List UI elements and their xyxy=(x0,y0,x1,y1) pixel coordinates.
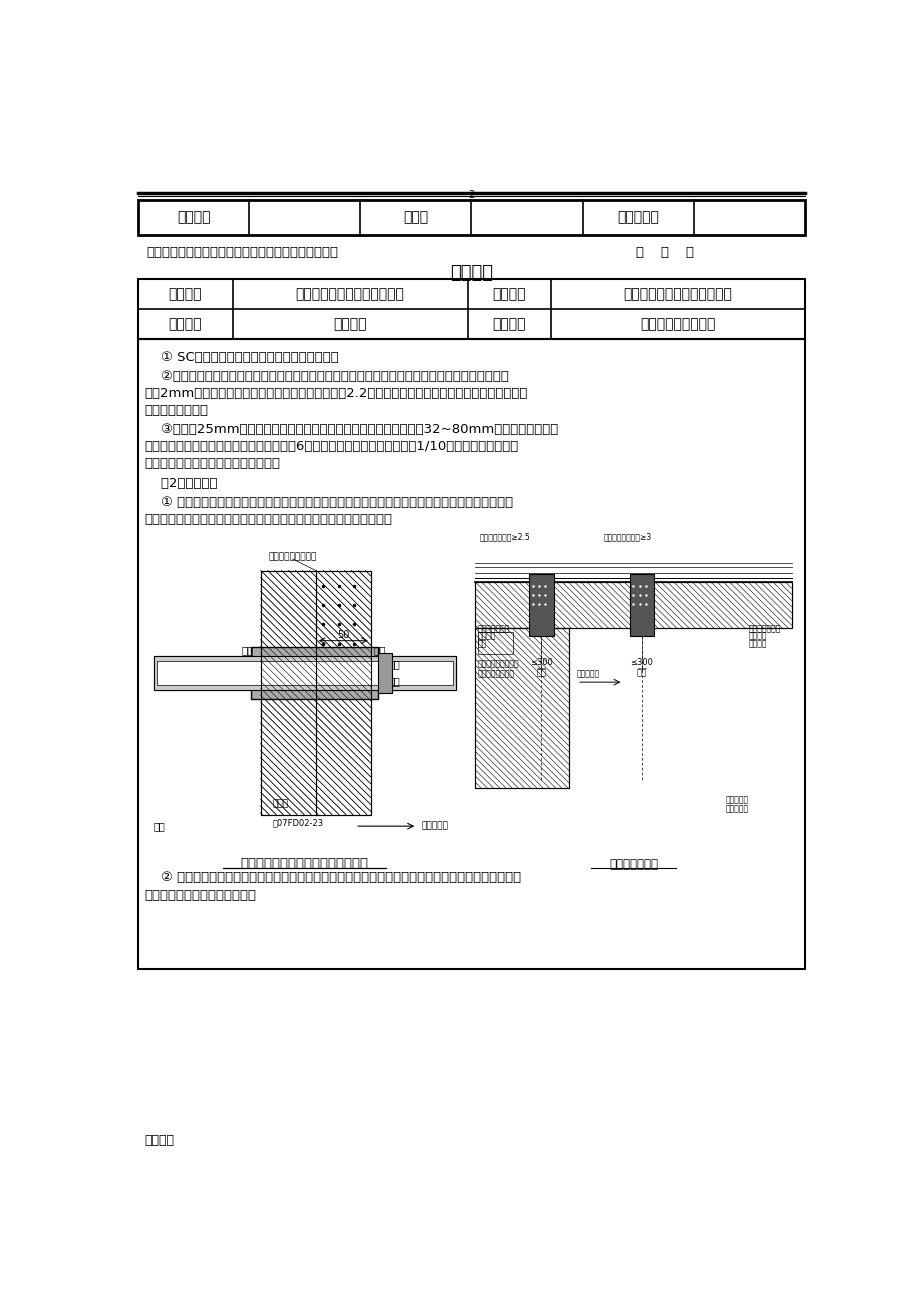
Text: 尽量割成圆形。具体做法如下：: 尽量割成圆形。具体做法如下： xyxy=(144,888,256,901)
Text: 盖板: 盖板 xyxy=(477,639,486,648)
Text: 技术交底: 技术交底 xyxy=(449,264,493,283)
Text: 外侧: 外侧 xyxy=(643,589,652,598)
Text: 专业资料: 专业资料 xyxy=(144,1134,175,1147)
Text: 50: 50 xyxy=(336,630,349,639)
Text: 地下车库: 地下车库 xyxy=(333,316,367,331)
Text: 密闭填料: 密闭填料 xyxy=(748,631,766,641)
Text: 裳阳市人民医院整体建设项目: 裳阳市人民医院整体建设项目 xyxy=(295,288,404,301)
Text: ② 密闭套管要求：间距均匀，满足图集规范要求。焊接要满焊，焊缝要美观。气割时要求切割均匀，: ② 密闭套管要求：间距均匀，满足图集规范要求。焊接要满焊，焊缝要美观。气割时要求… xyxy=(144,871,521,884)
Text: 防护密闭接线盒: 防护密闭接线盒 xyxy=(477,624,509,633)
Text: 锌护口锁母焊接，过线盒用钢筋跨接。: 锌护口锁母焊接，过线盒用钢筋跨接。 xyxy=(144,457,280,470)
Bar xyxy=(477,631,512,654)
Text: 防护密闭接线盒: 防护密闭接线盒 xyxy=(748,624,780,633)
Text: 预留热镀锌钢管平时不穿线封堵做法: 预留热镀锌钢管平时不穿线封堵做法 xyxy=(241,857,369,870)
Text: ① SC管要求灌漆，保证漆层均匀，防锈到位。: ① SC管要求灌漆，保证漆层均匀，防锈到位。 xyxy=(144,352,339,365)
Text: 大于2mm的钢管，套管连接（套管长度为连接管径的2.2倍）连接管口的对口处应在套管的中心，焊口: 大于2mm的钢管，套管连接（套管长度为连接管径的2.2倍）连接管口的对口处应在套… xyxy=(144,387,528,400)
Bar xyxy=(629,574,653,635)
Text: 临空墙、防护密闭墙: 临空墙、防护密闭墙 xyxy=(268,552,316,561)
Text: 密闭填料: 密闭填料 xyxy=(477,631,495,641)
Text: 中国建筑第七工程局有限公司: 中国建筑第七工程局有限公司 xyxy=(622,288,732,301)
Text: 内侧: 内侧 xyxy=(242,644,255,655)
Text: 套管穿管敷设，弱电改为暗管加密闭盒的方式，并进行防护密闭处理。: 套管穿管敷设，弱电改为暗管加密闭盒的方式，并进行防护密闭处理。 xyxy=(144,513,392,526)
Bar xyxy=(251,647,378,699)
Bar xyxy=(156,661,452,685)
Text: 防护密闭套管厚≥2.5: 防护密闭套管厚≥2.5 xyxy=(479,533,529,542)
Text: 防护密闭做法二: 防护密闭做法二 xyxy=(608,858,657,871)
Bar xyxy=(153,656,456,690)
Bar xyxy=(528,574,553,635)
Text: 外墙、临空墙、防护
密闭墙、密闭隔墙: 外墙、临空墙、防护 密闭墙、密闭隔墙 xyxy=(477,659,518,678)
Bar xyxy=(475,582,790,629)
Text: 工程名称: 工程名称 xyxy=(168,288,202,301)
Text: 冲击波方向: 冲击波方向 xyxy=(421,822,448,831)
Text: 管壁: 管壁 xyxy=(388,659,400,669)
Bar xyxy=(260,570,370,815)
Text: 接受交底人: 接受交底人 xyxy=(617,211,658,224)
Text: 交底人: 交底人 xyxy=(403,211,428,224)
Text: 普通边墙钢筋厚度≥3: 普通边墙钢筋厚度≥3 xyxy=(603,533,651,542)
Bar xyxy=(260,570,370,815)
Text: ≤300: ≤300 xyxy=(529,658,552,667)
Text: ③管径在25mm及以下的钢管可使用手动弯管器现场弯制，对管径在32~80mm的钢管使用液压弯: ③管径在25mm及以下的钢管可使用手动弯管器现场弯制，对管径在32~80mm的钢… xyxy=(144,423,558,436)
Text: 焊接: 焊接 xyxy=(153,820,165,831)
Text: 工序名称: 工序名称 xyxy=(492,316,526,331)
Bar xyxy=(138,201,804,234)
Text: 注：本记录一式两份，一份交接受交底人，一份存档。: 注：本记录一式两份，一份交接受交底人，一份存档。 xyxy=(146,246,337,259)
Text: 见07FD02-23: 见07FD02-23 xyxy=(272,819,323,828)
Bar xyxy=(475,582,790,629)
Text: 总工程师: 总工程师 xyxy=(176,211,210,224)
Bar xyxy=(475,629,569,788)
Text: ②切管时管子切断常用钢锯、无齿锯、砂轮锯等，将需要切断的管子长度量准确，焊接连接：壁厚: ②切管时管子切断常用钢锯、无齿锯、砂轮锯等，将需要切断的管子长度量准确，焊接连接… xyxy=(144,370,509,383)
Text: 应焊接牢固严密。: 应焊接牢固严密。 xyxy=(144,404,209,417)
Text: ① 人防地下室要求过密闭墙加密闭套管，部分预埋管线也许做防护密闭处理，强电为桥架改为预埋: ① 人防地下室要求过密闭墙加密闭套管，部分预埋管线也许做防护密闭处理，强电为桥架… xyxy=(144,496,513,509)
Bar xyxy=(138,339,804,969)
Text: 内侧: 内侧 xyxy=(536,668,546,677)
Text: 导管敷设、套管预埋: 导管敷设、套管预埋 xyxy=(640,316,715,331)
Bar xyxy=(156,661,452,685)
Text: 2: 2 xyxy=(468,190,474,201)
Text: ≤300: ≤300 xyxy=(630,658,652,667)
Text: （2）特珠要求: （2）特珠要求 xyxy=(144,477,218,490)
Text: 外侧: 外侧 xyxy=(636,668,646,677)
Text: 交底部位: 交底部位 xyxy=(168,316,202,331)
Bar xyxy=(153,656,456,690)
Text: 内侧: 内侧 xyxy=(529,589,539,598)
Text: 或密闭封堵: 或密闭封堵 xyxy=(725,805,748,814)
Text: 管器弯制。要求弯曲半径不小于钢管外径的6倍，弯扁程度不大于钢管外径的1/10。与接线盒连接用镀: 管器弯制。要求弯曲半径不小于钢管外径的6倍，弯扁程度不大于钢管外径的1/10。与… xyxy=(144,440,518,453)
Bar xyxy=(378,654,392,693)
Bar xyxy=(138,280,804,339)
Text: 防护盖板: 防护盖板 xyxy=(748,639,766,648)
Text: 外侧: 外侧 xyxy=(373,644,386,655)
Text: 管壁: 管壁 xyxy=(388,676,400,686)
Text: 密闭筋: 密闭筋 xyxy=(272,799,289,809)
Text: 冲击波方向: 冲击波方向 xyxy=(576,669,599,678)
Text: 年    月    日: 年 月 日 xyxy=(635,246,693,259)
Text: 施工单位: 施工单位 xyxy=(492,288,526,301)
Bar xyxy=(475,629,569,788)
Text: 防护密闭门: 防护密闭门 xyxy=(725,796,748,805)
